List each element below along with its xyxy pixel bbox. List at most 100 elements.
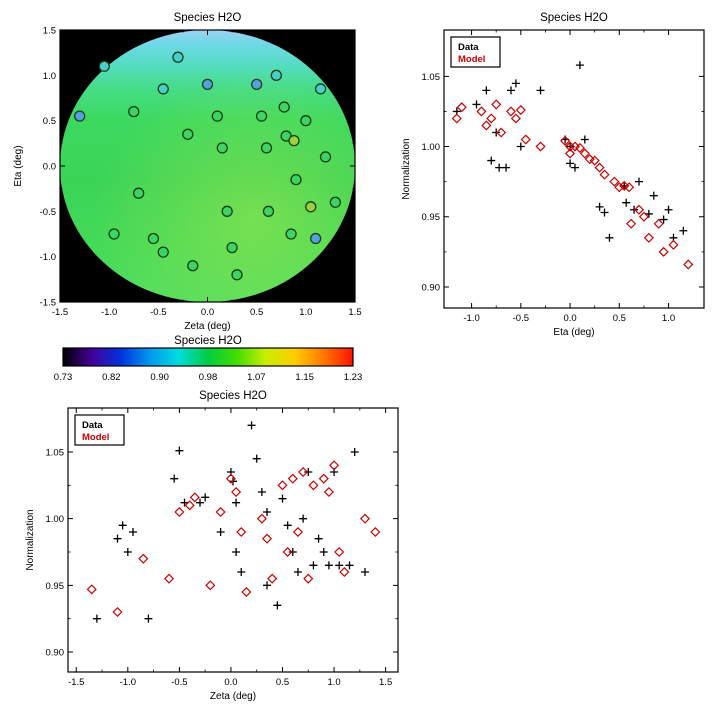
colorbar-title: Species H2O — [174, 335, 242, 347]
colorbar-tick-label: 1.15 — [295, 372, 314, 383]
detector-point — [98, 60, 110, 72]
detector-point — [128, 105, 140, 118]
x-tick-label: 0.5 — [613, 313, 626, 324]
x-axis-label: Eta (deg) — [553, 327, 594, 338]
diamond-marker — [287, 473, 298, 484]
plus-marker — [123, 548, 132, 556]
legend-label-model: Model — [458, 54, 485, 65]
plus-marker — [180, 498, 189, 507]
y-tick-label: 0.5 — [43, 116, 56, 127]
diamond-marker — [189, 492, 200, 503]
diamond-marker — [535, 141, 546, 152]
diamond-marker — [683, 259, 694, 270]
diamond-marker — [589, 155, 600, 166]
plus-marker — [283, 521, 292, 530]
diamond-marker — [174, 506, 185, 518]
legend-box — [450, 36, 501, 68]
diamond-marker — [292, 526, 304, 538]
plus-marker — [350, 448, 359, 456]
x-tick-label: 1.5 — [348, 307, 361, 318]
detector-point — [231, 269, 243, 281]
diamond-marker — [486, 113, 497, 124]
detector-point — [226, 241, 238, 254]
plus-marker — [257, 488, 266, 496]
plus-marker — [495, 163, 504, 172]
plus-marker — [113, 534, 122, 543]
plus-marker — [595, 202, 604, 211]
y-tick-label: -0.5 — [40, 207, 56, 218]
plus-marker — [232, 498, 241, 507]
x-tick-label: 1.5 — [379, 677, 392, 688]
plus-marker — [175, 446, 184, 455]
plus-marker — [314, 534, 323, 543]
plus-marker — [536, 86, 545, 95]
diamond-marker — [614, 182, 625, 193]
plus-marker — [566, 159, 575, 168]
y-tick-label: 0.90 — [46, 648, 65, 659]
diamond-marker — [476, 106, 487, 117]
diamond-marker — [456, 102, 467, 113]
plus-marker — [644, 209, 653, 218]
detector-point — [182, 128, 194, 140]
diamond-marker — [225, 473, 236, 484]
detector-point — [216, 142, 228, 154]
diamond-marker — [579, 148, 590, 159]
diamond-marker — [624, 182, 635, 193]
diamond-marker — [520, 134, 531, 145]
detector-point — [270, 69, 282, 81]
diamond-marker — [560, 135, 571, 146]
plus-marker — [502, 163, 511, 172]
plus-marker — [128, 528, 137, 536]
x-tick-label: -1.5 — [68, 677, 84, 688]
diamond-marker — [303, 573, 314, 584]
y-tick-label: -1.5 — [40, 298, 56, 309]
colorbar-tick-label: 0.90 — [150, 372, 169, 383]
diamond-marker — [370, 526, 381, 538]
diamond-marker — [318, 473, 329, 484]
diamond-marker — [609, 176, 620, 187]
diamond-marker — [138, 553, 149, 564]
colorbar-tick-label: 1.23 — [344, 372, 363, 383]
diamond-marker — [668, 239, 679, 250]
x-tick-label: 0.0 — [563, 313, 576, 324]
disk-highlight — [60, 30, 355, 302]
y-tick-label: 0.0 — [43, 162, 56, 173]
detector-point — [147, 232, 160, 245]
plus-marker — [273, 601, 282, 610]
detector-point — [201, 78, 214, 91]
y-tick-label: 1.00 — [422, 142, 441, 153]
diamond-marker — [334, 546, 345, 558]
x-tick-label: -1.5 — [52, 307, 68, 318]
plus-marker — [196, 498, 204, 507]
plus-marker — [170, 474, 179, 483]
plus-marker — [506, 86, 515, 95]
diamond-marker — [241, 586, 252, 598]
plus-marker — [487, 156, 496, 165]
plus-marker — [324, 561, 333, 570]
plus-marker — [216, 528, 225, 536]
diamond-marker — [184, 500, 195, 511]
legend-label-data: Data — [82, 420, 103, 431]
plus-marker — [516, 142, 525, 151]
plus-marker — [335, 561, 344, 570]
y-tick-label: 1.0 — [43, 71, 56, 82]
y-tick-label: 1.00 — [46, 514, 65, 525]
detector-point — [211, 110, 223, 122]
y-tick-label: 1.5 — [43, 26, 56, 37]
colorbar-tick-label: 1.07 — [247, 372, 266, 383]
y-tick-label: 1.05 — [422, 72, 441, 83]
plus-marker — [278, 494, 287, 503]
detector-point — [260, 142, 273, 154]
diamond-marker — [653, 218, 664, 229]
x-tick-label: 0.5 — [276, 677, 289, 688]
y-axis-label: Normalization — [25, 509, 36, 570]
plus-marker — [649, 191, 658, 200]
diamond-marker — [359, 513, 371, 524]
detector-point — [157, 246, 169, 258]
x-axis-label: Zeta (deg) — [184, 321, 230, 332]
map-plot: -1.5 -1.0 -0.5 0.0 0.5 1.0 1.5 -1.5 -1.0 -0.5 0.0 0… — [13, 12, 362, 332]
diamond-marker — [481, 120, 492, 131]
y-tick-label: -1.0 — [40, 252, 56, 263]
x-tick-label: 0.5 — [250, 307, 263, 318]
